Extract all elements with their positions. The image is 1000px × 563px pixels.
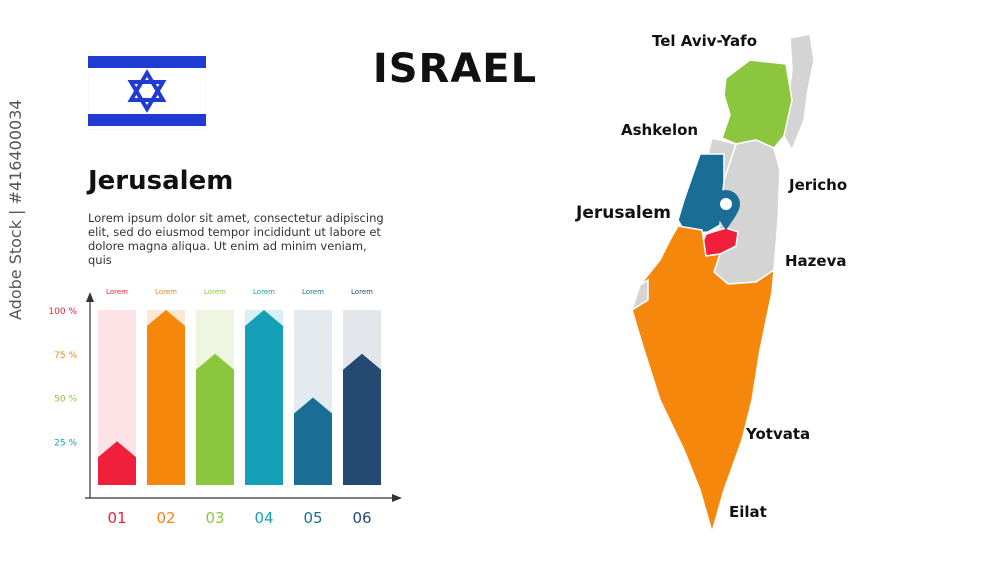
map-region-gaza	[630, 278, 649, 312]
bar-top-label: Lorem	[302, 288, 324, 296]
city-label-eilat: Eilat	[729, 503, 767, 521]
city-label-hazeva: Hazeva	[785, 252, 847, 270]
israel-flag	[88, 52, 206, 130]
y-axis-arrow	[86, 292, 94, 302]
bar	[294, 397, 332, 485]
y-tick-label: 75 %	[54, 351, 77, 361]
map-region-central	[677, 153, 725, 235]
bar-top-label: Lorem	[351, 288, 373, 296]
category-label: 03	[205, 509, 224, 527]
category-label: 01	[107, 509, 126, 527]
city-heading: Jerusalem	[88, 166, 234, 196]
category-label: 05	[303, 509, 322, 527]
bar-top-label: Lorem	[155, 288, 177, 296]
y-tick-label: 25 %	[54, 438, 77, 448]
city-label-tel-aviv: Tel Aviv-Yafo	[652, 32, 758, 50]
bar-top-label: Lorem	[106, 288, 128, 296]
bar-top-label: Lorem	[253, 288, 275, 296]
city-label-jericho: Jericho	[789, 176, 848, 194]
city-label-jerusalem: Jerusalem	[576, 203, 672, 223]
bar	[343, 353, 381, 485]
category-label: 06	[352, 509, 371, 527]
map-region-galilee	[721, 59, 793, 149]
location-pin-dot	[720, 198, 732, 210]
bar	[147, 310, 185, 485]
y-tick-label: 50 %	[54, 395, 77, 405]
page-title: ISRAEL	[372, 46, 538, 92]
israel-map	[630, 33, 815, 535]
bar	[196, 353, 234, 485]
bar	[245, 310, 283, 485]
bar-top-label: Lorem	[204, 288, 226, 296]
city-label-ashkelon: Ashkelon	[621, 121, 699, 139]
stock-credit: Adobe Stock | #416400034	[6, 99, 25, 320]
description-text: Lorem ipsum dolor sit amet, consectetur …	[88, 211, 384, 267]
bar-chart: 25 % 50 % 75 % 100 % Lorem 01 Lorem 02 Lorem 03 Lo…	[48, 288, 402, 527]
bar	[98, 441, 136, 485]
x-axis-arrow	[392, 494, 402, 502]
category-label: 04	[254, 509, 273, 527]
city-label-yotvata: Yotvata	[746, 425, 811, 443]
y-tick-label: 100 %	[48, 307, 77, 317]
category-label: 02	[156, 509, 175, 527]
